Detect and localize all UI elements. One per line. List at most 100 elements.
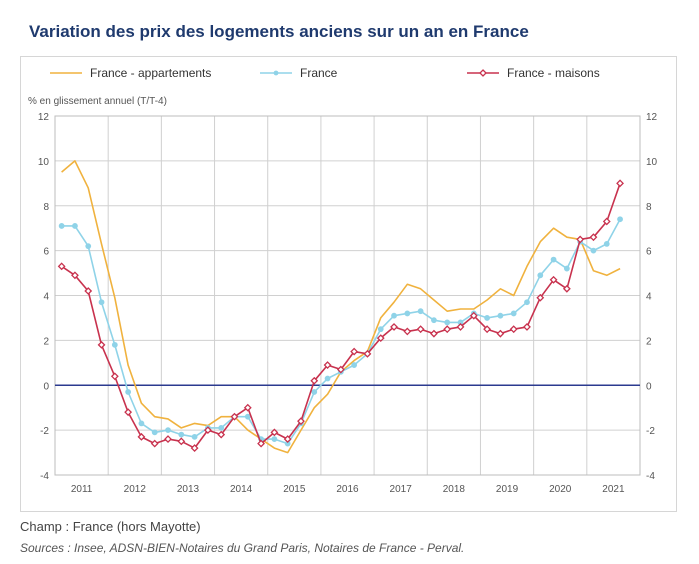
sources-note: Sources : Insee, ADSN-BIEN-Notaires du G… (20, 541, 465, 555)
data-point (523, 322, 531, 331)
x-tick-label: 2015 (283, 484, 306, 495)
data-point (537, 272, 544, 279)
data-point (430, 329, 438, 338)
y-tick-label-left: -4 (40, 471, 49, 482)
data-point (524, 299, 530, 306)
data-point (391, 312, 397, 319)
data-point (590, 247, 597, 254)
legend-marker (273, 70, 279, 76)
x-tick-label: 2016 (336, 484, 359, 495)
series-france-maisons (57, 179, 624, 452)
plot-border (54, 115, 641, 476)
data-point (536, 293, 545, 302)
y-tick-label-right: 2 (646, 336, 652, 347)
y-tick-label-left: 6 (43, 247, 49, 258)
data-point (217, 430, 226, 439)
data-point (510, 310, 517, 317)
data-point (283, 435, 292, 444)
data-point (165, 427, 171, 434)
x-tick-label: 2017 (390, 484, 413, 495)
series-line (61, 183, 621, 449)
data-point (363, 349, 372, 358)
data-point (138, 420, 145, 427)
data-point (324, 375, 331, 382)
data-point (617, 216, 623, 223)
y-tick-label-right: 8 (646, 202, 652, 213)
data-point (550, 256, 557, 263)
data-point (589, 233, 598, 242)
legend-item: France - maisons (467, 66, 600, 80)
data-point (496, 329, 505, 338)
data-point (431, 317, 437, 324)
y-tick-label-left: 4 (43, 292, 49, 303)
data-point (150, 439, 159, 448)
data-point (602, 217, 611, 226)
y-tick-label-right: 0 (646, 381, 652, 392)
data-point (310, 376, 319, 385)
data-point (243, 403, 252, 412)
data-point (509, 325, 518, 334)
x-tick-label: 2012 (124, 484, 147, 495)
y-tick-label-left: 12 (38, 112, 50, 123)
legend-item: France (260, 66, 338, 80)
data-point (456, 322, 465, 331)
data-point (323, 361, 332, 369)
data-point (483, 325, 492, 334)
x-tick-label: 2011 (71, 484, 93, 495)
x-tick-label: 2014 (230, 484, 253, 495)
y-tick-label-left: -2 (40, 426, 49, 437)
y-tick-label-right: 4 (646, 292, 652, 303)
y-tick-label-right: -2 (646, 426, 655, 437)
y-tick-label-right: -4 (646, 471, 655, 482)
y-tick-label-right: 12 (646, 112, 658, 123)
data-point (203, 426, 212, 435)
series-france (58, 216, 623, 447)
data-point (311, 389, 318, 395)
data-point (271, 436, 278, 443)
data-point (297, 417, 305, 426)
y-tick-label-left: 2 (43, 336, 49, 347)
data-point (151, 429, 158, 436)
data-point (576, 235, 585, 244)
data-point (562, 284, 571, 293)
data-point (270, 428, 279, 437)
data-point (178, 431, 185, 438)
data-point (230, 412, 239, 421)
y-tick-label-right: 6 (646, 247, 652, 258)
legend-label: France - appartements (90, 66, 211, 80)
data-point (124, 408, 133, 417)
data-point (177, 437, 186, 446)
data-point (376, 334, 385, 343)
line-chart: -4 -4 -2 -2 0 0 2 2 4 4 6 6 8 8 10 10 12 12 2011 2012 2013 20… (28, 66, 658, 495)
data-point (403, 327, 412, 336)
x-tick-label: 2019 (496, 484, 519, 495)
data-point (71, 271, 79, 280)
data-point (443, 325, 452, 334)
data-point (390, 322, 398, 331)
data-point (416, 325, 425, 334)
data-point (484, 315, 491, 321)
data-point (84, 287, 93, 295)
data-point (244, 413, 251, 420)
data-point (444, 319, 451, 326)
data-point (549, 275, 558, 284)
data-point (350, 347, 359, 356)
legend-label: France (300, 66, 338, 80)
data-point (218, 424, 225, 431)
data-point (137, 432, 146, 441)
data-point (57, 262, 66, 271)
data-point (616, 179, 624, 188)
legend-item: France - appartements (50, 66, 211, 80)
y-tick-label-left: 0 (43, 381, 49, 392)
series-line (61, 218, 621, 445)
data-point (125, 389, 132, 395)
data-point (98, 299, 105, 306)
y-tick-label-left: 8 (43, 202, 49, 213)
y-tick-label-right: 10 (646, 157, 658, 168)
data-point (58, 223, 65, 229)
x-tick-label: 2021 (602, 484, 625, 495)
x-tick-label: 2013 (177, 484, 200, 495)
x-tick-label: 2020 (549, 484, 572, 495)
x-tick-label: 2018 (443, 484, 466, 495)
data-point (336, 365, 345, 374)
